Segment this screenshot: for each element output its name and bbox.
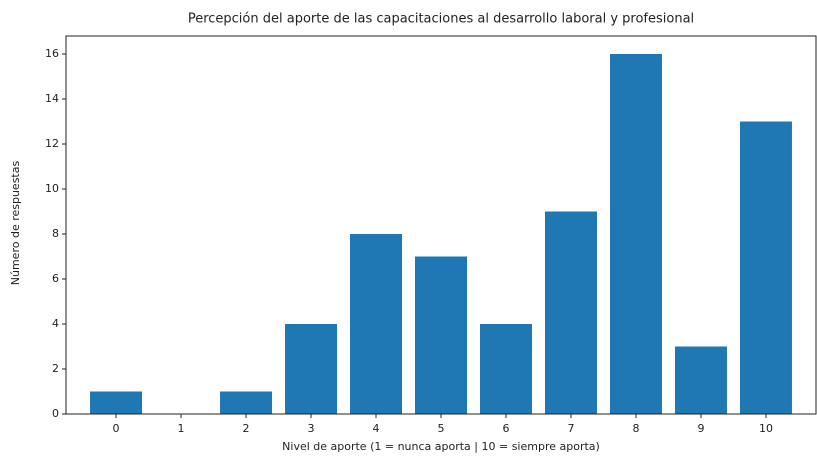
y-tick-label: 8 xyxy=(52,227,59,240)
y-tick-label: 12 xyxy=(45,137,59,150)
x-axis-label: Nivel de aporte (1 = nunca aporta | 10 =… xyxy=(282,440,600,453)
bar xyxy=(479,324,532,414)
y-tick-label: 4 xyxy=(52,317,59,330)
y-tick-label: 2 xyxy=(52,362,59,375)
x-tick-label: 5 xyxy=(438,422,445,435)
x-tick-label: 8 xyxy=(632,422,639,435)
y-axis-label: Número de respuestas xyxy=(9,161,22,286)
y-tick-label: 14 xyxy=(45,92,59,105)
y-tick-label: 6 xyxy=(52,272,59,285)
bar xyxy=(544,211,597,414)
x-tick-label: 3 xyxy=(308,422,315,435)
y-tick-label: 10 xyxy=(45,182,59,195)
bar xyxy=(415,256,467,414)
bar xyxy=(90,391,143,414)
bar xyxy=(674,346,727,414)
bar xyxy=(739,121,792,414)
bar xyxy=(285,324,338,414)
x-tick-label: 4 xyxy=(373,422,380,435)
y-tick-label: 0 xyxy=(52,407,59,420)
bar xyxy=(609,54,662,414)
x-tick-label: 6 xyxy=(502,422,509,435)
x-tick-label: 2 xyxy=(243,422,250,435)
y-tick-label: 16 xyxy=(45,47,59,60)
x-tick-label: 10 xyxy=(759,422,773,435)
bar xyxy=(350,234,403,414)
x-tick-label: 1 xyxy=(178,422,185,435)
x-tick-label: 7 xyxy=(567,422,574,435)
x-tick-label: 9 xyxy=(697,422,704,435)
bar xyxy=(220,391,273,414)
chart-title: Percepción del aporte de las capacitacio… xyxy=(188,12,694,27)
x-tick-label: 0 xyxy=(113,422,120,435)
